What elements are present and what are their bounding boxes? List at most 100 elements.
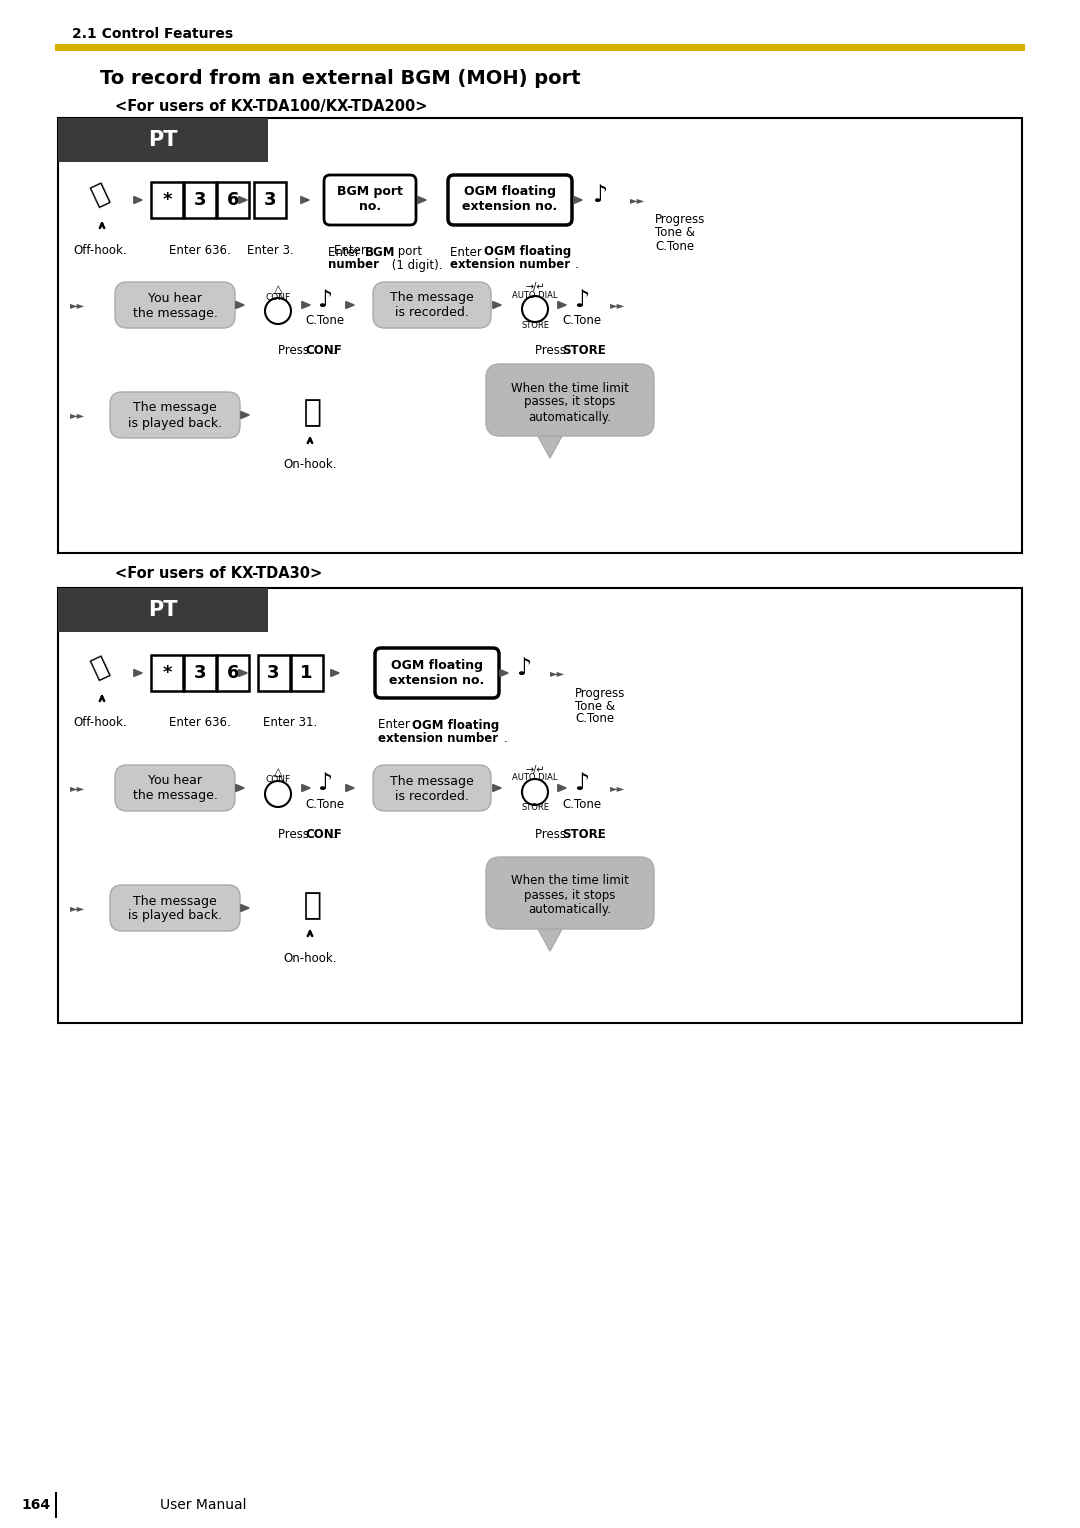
Text: PT: PT [148, 130, 178, 150]
Text: 6: 6 [227, 665, 240, 681]
Bar [217, 182, 249, 219]
Bar [55, 1491, 57, 1517]
Text: Enter 31.: Enter 31. [262, 717, 318, 729]
Text: On-hook.: On-hook. [283, 458, 337, 472]
Text: The message: The message [390, 292, 474, 304]
Text: OGM floating: OGM floating [411, 718, 499, 732]
Text: ♪: ♪ [593, 183, 608, 206]
Text: automatically.: automatically. [528, 411, 611, 423]
Circle shape [265, 781, 291, 807]
Text: STORE: STORE [521, 321, 549, 330]
Text: PT: PT [148, 601, 178, 620]
Text: is played back.: is played back. [127, 417, 222, 429]
Text: automatically.: automatically. [528, 903, 611, 917]
Text: <For users of KX-TDA100/KX-TDA200>: <For users of KX-TDA100/KX-TDA200> [114, 98, 428, 113]
Text: Press: Press [535, 344, 570, 358]
Text: The message: The message [133, 894, 217, 908]
Text: C.Tone: C.Tone [575, 712, 615, 726]
Polygon shape [573, 197, 582, 203]
Text: extension number: extension number [378, 732, 498, 744]
Bar [184, 182, 216, 219]
Text: ►►: ►► [70, 299, 85, 310]
Polygon shape [492, 784, 501, 792]
FancyBboxPatch shape [324, 176, 416, 225]
Polygon shape [418, 197, 427, 203]
Polygon shape [239, 197, 247, 203]
FancyBboxPatch shape [114, 766, 235, 811]
FancyBboxPatch shape [486, 364, 654, 435]
Bar [58, 118, 268, 162]
Text: 164: 164 [22, 1497, 51, 1513]
Text: Press: Press [278, 828, 313, 840]
Text: ►►: ►► [631, 196, 646, 205]
Bar [184, 656, 216, 691]
FancyBboxPatch shape [486, 857, 654, 929]
Polygon shape [134, 669, 143, 677]
Text: OGM floating: OGM floating [464, 185, 556, 199]
Polygon shape [241, 905, 249, 912]
Text: 6: 6 [227, 191, 240, 209]
Text: Enter 636.: Enter 636. [170, 243, 231, 257]
Text: extension number: extension number [450, 258, 570, 272]
Bar [257, 656, 289, 691]
Bar [254, 182, 286, 219]
Polygon shape [239, 669, 247, 677]
Bar [151, 656, 183, 691]
FancyBboxPatch shape [373, 283, 491, 329]
Text: The message: The message [390, 775, 474, 787]
Polygon shape [134, 197, 143, 203]
Text: ►►: ►► [70, 903, 85, 914]
Text: BGM port: BGM port [337, 185, 403, 199]
Bar [58, 588, 1022, 1024]
Text: 2.1 Control Features: 2.1 Control Features [72, 28, 233, 41]
Text: passes, it stops: passes, it stops [524, 888, 616, 902]
Text: 3: 3 [193, 665, 206, 681]
FancyBboxPatch shape [448, 176, 572, 225]
Text: Enter: Enter [335, 243, 370, 257]
Text: AUTO DIAL: AUTO DIAL [512, 290, 557, 299]
Text: You hear: You hear [148, 775, 202, 787]
Text: Progress: Progress [575, 686, 625, 700]
Polygon shape [301, 301, 310, 309]
Text: ♪: ♪ [516, 656, 531, 680]
Text: 3: 3 [193, 191, 206, 209]
Text: CONF: CONF [305, 344, 341, 358]
Text: User Manual: User Manual [160, 1497, 246, 1513]
Text: passes, it stops: passes, it stops [524, 396, 616, 408]
Text: Enter: Enter [378, 718, 414, 732]
Text: no.: no. [359, 200, 381, 214]
Text: Enter 3.: Enter 3. [246, 243, 294, 257]
FancyBboxPatch shape [114, 283, 235, 329]
Text: .: . [597, 344, 600, 358]
Text: OGM floating: OGM floating [484, 246, 571, 258]
Text: C.Tone: C.Tone [563, 798, 602, 810]
Text: Enter: Enter [450, 246, 486, 258]
Text: (1 digit).: (1 digit). [388, 258, 443, 272]
Text: .: . [332, 828, 336, 840]
Text: *: * [162, 191, 172, 209]
Text: Enter 636.: Enter 636. [170, 717, 231, 729]
Text: When the time limit: When the time limit [511, 874, 629, 888]
Text: port: port [394, 246, 422, 258]
Text: ►►: ►► [610, 782, 625, 793]
Polygon shape [538, 929, 562, 950]
Bar [291, 656, 323, 691]
Bar [58, 118, 1022, 553]
Text: →/↵: →/↵ [525, 283, 544, 292]
Text: C.Tone: C.Tone [306, 798, 345, 810]
Bar [58, 588, 268, 633]
FancyBboxPatch shape [110, 885, 240, 931]
Text: .: . [575, 258, 579, 272]
Polygon shape [500, 669, 509, 677]
Text: To record from an external BGM (MOH) port: To record from an external BGM (MOH) por… [100, 69, 581, 87]
Text: Off-hook.: Off-hook. [73, 243, 126, 257]
Text: ♪: ♪ [318, 287, 333, 312]
Bar [151, 182, 183, 219]
Text: the message.: the message. [133, 790, 217, 802]
Text: When the time limit: When the time limit [511, 382, 629, 394]
Text: ►►: ►► [70, 782, 85, 793]
FancyBboxPatch shape [375, 648, 499, 698]
Text: number: number [328, 258, 379, 272]
Text: 📞: 📞 [301, 889, 319, 918]
Polygon shape [235, 301, 244, 309]
